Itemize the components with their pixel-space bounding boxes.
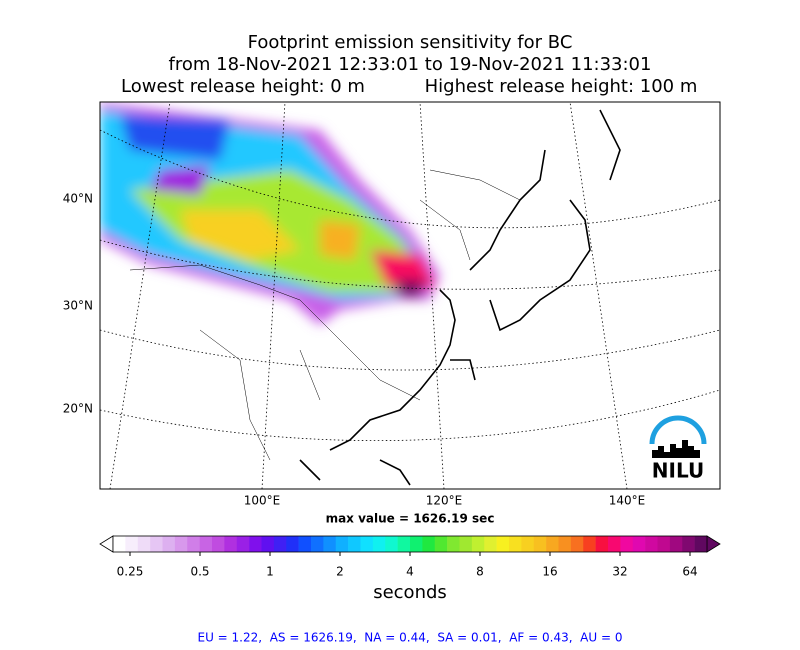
colorbar-segment	[199, 536, 213, 552]
colorbar-tick-label: 2	[336, 565, 344, 579]
lat-label: 40°N	[63, 192, 93, 206]
lat-label: 20°N	[63, 402, 93, 416]
colorbar-segment	[162, 536, 176, 552]
subtitle: from 18-Nov-2021 12:33:01 to 19-Nov-2021…	[169, 54, 652, 75]
colorbar-extend	[706, 535, 721, 553]
colorbar-segment	[521, 536, 535, 552]
max-value: max value = 1626.19 sec	[326, 512, 495, 526]
colorbar-segment	[372, 536, 386, 552]
lon-label: 140°E	[609, 494, 646, 508]
colorbar-segment	[174, 536, 188, 552]
colorbar-segment	[694, 536, 708, 552]
plume	[100, 102, 440, 325]
colorbar-segment	[335, 536, 349, 552]
map	[100, 102, 720, 489]
colorbar-tick-label: 64	[682, 565, 697, 579]
colorbar-tick-label: 4	[406, 565, 414, 579]
footer: EU = 1.22, AS = 1626.19, NA = 0.44, SA =…	[198, 631, 623, 645]
colorbar-segment	[645, 536, 658, 552]
colorbar-segment	[137, 536, 151, 552]
colorbar-label: seconds	[373, 582, 447, 603]
colorbar-segment	[669, 536, 683, 552]
high-height: Highest release height: 100 m	[425, 76, 698, 97]
colorbar-segment	[682, 536, 695, 552]
colorbar-segment	[620, 536, 634, 552]
colorbar-segment	[459, 536, 473, 552]
colorbar-segment	[496, 536, 510, 552]
colorbar-segment	[533, 536, 547, 552]
colorbar-segment	[558, 536, 572, 552]
lat-label: 30°N	[63, 299, 93, 313]
low-height: Lowest release height: 0 m	[121, 76, 365, 97]
colorbar-segment	[471, 536, 485, 552]
colorbar-segment	[546, 536, 559, 552]
colorbar-segment	[397, 536, 411, 552]
colorbar-segment	[286, 536, 299, 552]
colorbar-segment	[595, 536, 609, 552]
colorbar-tick-label: 32	[612, 565, 627, 579]
colorbar-segment	[422, 536, 436, 552]
colorbar-segment	[187, 536, 200, 552]
colorbar-segment	[249, 536, 262, 552]
colorbar-segment	[298, 536, 312, 552]
colorbar-segment	[484, 536, 497, 552]
colorbar-segment	[608, 536, 621, 552]
logo-text: NILU	[652, 459, 704, 483]
map-frame	[99, 101, 721, 490]
colorbar-tick-label: 1	[266, 565, 274, 579]
colorbar-segment	[348, 536, 361, 552]
logo: NILU	[649, 415, 707, 483]
colorbar-segment	[125, 536, 139, 552]
colorbar-segment	[385, 536, 398, 552]
colorbar-tick-label: 0.5	[190, 565, 209, 579]
colorbar-segment	[509, 536, 522, 552]
colorbar-segment	[150, 536, 163, 552]
colorbar-segment	[212, 536, 225, 552]
colorbar-tick-label: 0.25	[117, 565, 144, 579]
colorbar-segment	[236, 536, 250, 552]
colorbar-segment	[113, 536, 126, 552]
colorbar-segment	[311, 536, 324, 552]
colorbar-segment	[434, 536, 448, 552]
colorbar-tick-label: 8	[476, 565, 484, 579]
lon-label: 120°E	[426, 494, 463, 508]
colorbar-segment	[410, 536, 423, 552]
colorbar-segment	[360, 536, 374, 552]
colorbar: 0.25 0.5 1 2 4 8 16 32 64	[99, 535, 721, 579]
colorbar-segment	[632, 536, 646, 552]
colorbar-segment	[583, 536, 596, 552]
colorbar-segment	[657, 536, 671, 552]
lon-label: 100°E	[244, 494, 281, 508]
colorbar-segment	[273, 536, 287, 552]
colorbar-tick-label: 16	[542, 565, 557, 579]
colorbar-segment	[323, 536, 337, 552]
title: Footprint emission sensitivity for BC	[248, 32, 573, 53]
colorbar-segment	[261, 536, 275, 552]
colorbar-extend	[99, 535, 114, 553]
colorbar-segment	[224, 536, 238, 552]
colorbar-segment	[570, 536, 584, 552]
colorbar-segment	[447, 536, 460, 552]
